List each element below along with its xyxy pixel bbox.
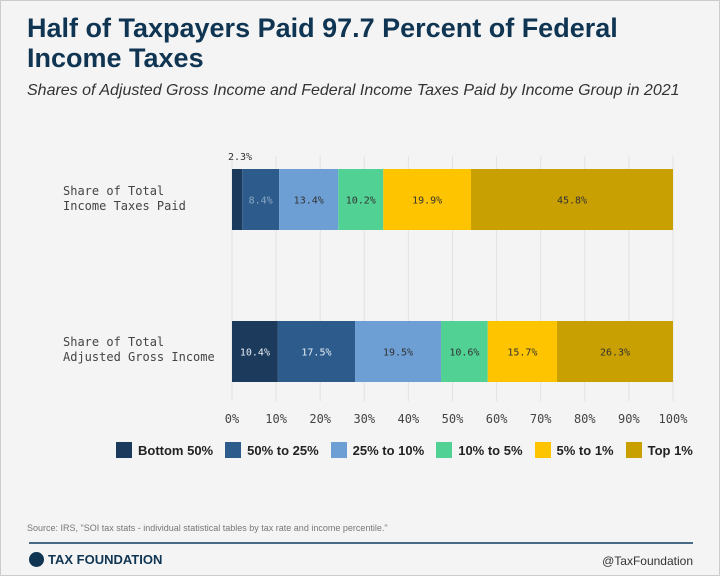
data-label: 2.3% [228,152,252,163]
data-label: 17.5% [301,348,331,359]
legend-label: 10% to 5% [458,442,523,458]
x-tick-label: 90% [618,412,640,426]
x-tick-label: 60% [486,412,508,426]
bar-segment [279,169,339,230]
stacked-bar-chart: 0% 10% 20% 30% 40% 50% 60% 70% 80% 90% 100% 2.3% 8.4… [225,152,689,426]
data-label: 10.4% [240,348,270,359]
bar-segment [441,321,488,382]
legend-item: 5% to 1% [534,442,614,458]
legend-label: 25% to 10% [352,442,425,458]
footer-divider [29,542,693,544]
logo-text: TAX FOUNDATION [48,552,163,567]
legend-swatch [330,442,347,458]
source-note: Source: IRS, "SOI tax stats - individual… [27,523,388,533]
legend-item: 50% to 25% [225,442,319,458]
legend-swatch [534,442,551,458]
legend-item: Top 1% [625,442,693,458]
data-label: 10.6% [449,348,479,359]
legend-label: Bottom 50% [138,442,214,458]
data-label: 15.7% [507,348,537,359]
legend-swatch [116,442,132,458]
bar-segment [383,169,472,230]
chart-title: Half of Taxpayers Paid 97.7 Percent of F… [27,13,618,73]
x-tick-label: 50% [442,412,464,426]
tax-foundation-logo: TAX FOUNDATION [29,552,162,567]
legend-label: 5% to 1% [556,442,614,458]
x-tick-label: 80% [574,412,596,426]
data-label: 13.4% [294,196,324,207]
x-tick-label: 30% [353,412,375,426]
x-tick-label: 20% [309,412,331,426]
bar-segment [355,321,442,382]
legend-item: Bottom 50% [116,442,213,458]
x-tick-label: 100% [659,412,689,426]
bar-segment [471,169,673,230]
bar-segment [232,169,243,230]
legend-label: Top 1% [647,442,693,458]
legend-swatch [436,442,453,458]
logo-icon [29,552,44,567]
x-tick-label: 70% [530,412,552,426]
chart-subtitle: Shares of Adjusted Gross Income and Fede… [27,82,680,99]
bar-segment [557,321,673,382]
x-tick-label: 10% [265,412,287,426]
category-label-agi: Share of Total Adjusted Gross Income [63,335,215,364]
legend-item: 10% to 5% [436,442,523,458]
legend-label: 50% to 25% [247,442,319,458]
bar-segment [232,321,278,382]
x-tick-label: 0% [225,412,240,426]
data-label: 26.3% [600,348,630,359]
bar-segment [338,169,384,230]
data-label: 19.5% [383,348,413,359]
bar-segment [242,169,280,230]
legend: Bottom 50% 50% to 25% 25% to 10% 10% to 5% 5… [116,442,693,458]
legend-swatch [225,442,242,458]
twitter-handle: @TaxFoundation [602,554,693,568]
legend-item: 25% to 10% [330,442,425,458]
bar-segment [487,321,558,382]
legend-swatch [625,442,642,458]
x-tick-label: 40% [398,412,420,426]
data-label: 8.4% [249,196,273,207]
data-label: 10.2% [346,196,376,207]
bar-segment [277,321,356,382]
data-label: 45.8% [557,196,587,207]
data-label: 19.9% [412,196,442,207]
category-label-taxes: Share of Total Income Taxes Paid [63,184,186,213]
